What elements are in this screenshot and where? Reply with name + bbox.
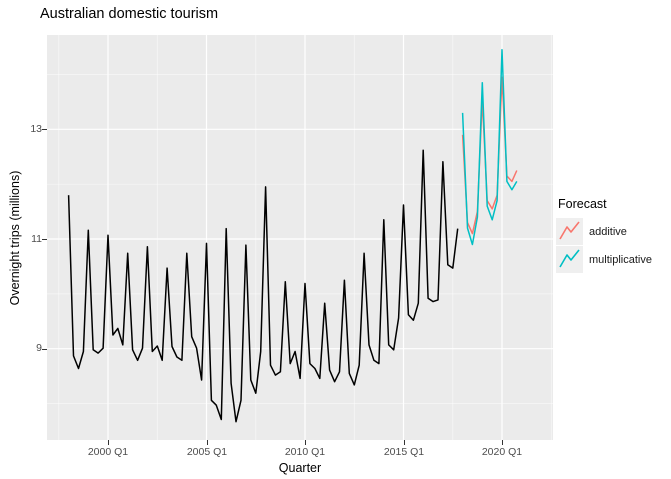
- legend-item-multiplicative[interactable]: multiplicative: [556, 246, 652, 273]
- y-tick-label: 9: [36, 342, 42, 354]
- x-tick-mark: [207, 440, 208, 445]
- zigzag-line-glyph-icon: [559, 221, 580, 240]
- y-tick-label: 13: [30, 123, 42, 135]
- x-tick-label: 2015 Q1: [383, 446, 425, 458]
- x-tick-mark: [305, 440, 306, 445]
- x-tick-mark: [108, 440, 109, 445]
- x-tick-label: 2005 Q1: [186, 446, 228, 458]
- panel-background: [47, 35, 553, 440]
- series-line-historical: [67, 149, 459, 423]
- y-tick-mark: [42, 239, 47, 240]
- x-tick-label: 2000 Q1: [87, 446, 129, 458]
- zigzag-line-glyph-icon: [559, 249, 580, 268]
- x-tick-label: 2010 Q1: [284, 446, 326, 458]
- plot-area: [47, 35, 553, 440]
- x-axis-title: Quarter: [278, 461, 322, 475]
- x-tick-mark: [502, 440, 503, 445]
- legend-key-additive: [556, 218, 583, 245]
- legend-key-multiplicative: [556, 246, 583, 273]
- legend-title: Forecast: [558, 197, 607, 211]
- y-tick-mark: [42, 349, 47, 350]
- series-line-multiplicative: [461, 49, 518, 246]
- y-tick-label: 11: [31, 233, 42, 245]
- x-tick-mark: [404, 440, 405, 445]
- chart-title: Australian domestic tourism: [40, 6, 219, 22]
- y-tick-mark: [42, 129, 47, 130]
- series-line-additive: [461, 76, 518, 235]
- x-tick-label: 2020 Q1: [481, 446, 523, 458]
- legend: Forecast additive multiplicative: [556, 197, 652, 274]
- legend-item-label: additive: [589, 225, 627, 238]
- legend-item-label: multiplicative: [589, 253, 652, 266]
- legend-item-additive[interactable]: additive: [556, 218, 652, 245]
